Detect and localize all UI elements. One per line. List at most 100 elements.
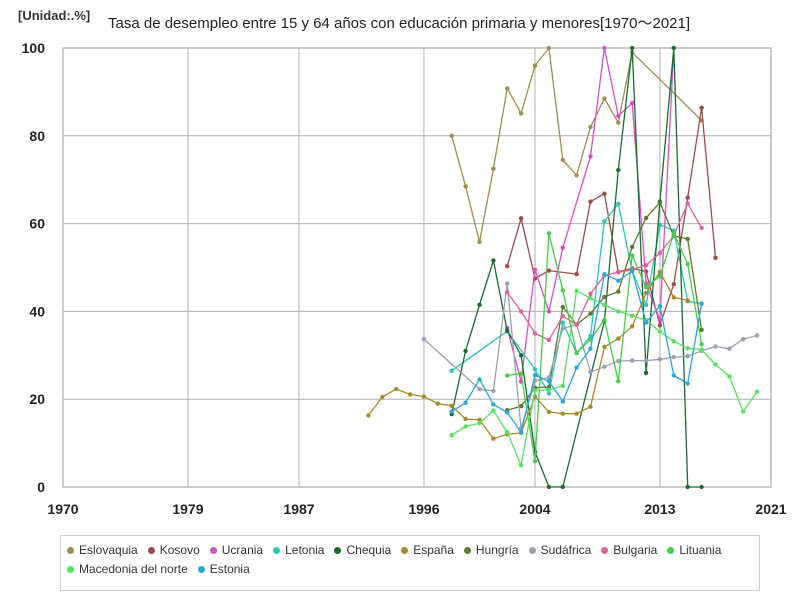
series-line (506, 107, 717, 327)
y-tick-label: 40 (29, 303, 45, 319)
data-point (491, 388, 496, 394)
data-point (616, 120, 621, 125)
data-point (491, 408, 496, 413)
data-point (643, 302, 649, 307)
data-point (421, 394, 427, 399)
data-point (602, 294, 607, 300)
legend-label: Ucrania (221, 543, 264, 557)
y-tick-label: 60 (29, 216, 45, 232)
x-tick-label: 1970 (47, 501, 78, 517)
legend-label: Eslovaquia (79, 543, 138, 557)
data-point (588, 311, 593, 316)
data-point (657, 303, 663, 309)
data-point (616, 201, 621, 206)
data-point (630, 244, 635, 250)
data-point (505, 373, 510, 378)
legend-item: Kosovo (147, 542, 200, 558)
data-point (546, 231, 552, 236)
data-point (657, 323, 663, 328)
data-point (518, 404, 524, 409)
data-point (657, 250, 663, 256)
legend-label: Lituania (679, 543, 722, 557)
x-tick-label: 2004 (519, 501, 550, 517)
data-point (616, 309, 621, 314)
legend-label: España (413, 543, 454, 557)
data-point (532, 331, 538, 336)
data-point (630, 45, 635, 51)
legend-label: Bulgaria (613, 543, 658, 557)
data-point (643, 358, 649, 363)
series-line (423, 283, 758, 430)
legend-label: Kosovo (159, 543, 200, 557)
data-point (421, 336, 427, 342)
data-point (463, 424, 468, 429)
data-point (518, 111, 524, 116)
data-point (671, 45, 676, 51)
legend-item: Bulgaria (601, 542, 657, 558)
legend-item: Macedonia del norte (67, 561, 188, 577)
data-point (491, 166, 496, 171)
data-point (643, 370, 649, 376)
legend-item: Letonia (273, 542, 324, 558)
legend-swatch (67, 565, 74, 573)
data-point (477, 386, 482, 392)
data-point (518, 371, 524, 376)
y-tick-label: 100 (22, 40, 46, 56)
data-point (560, 399, 565, 404)
data-point (546, 337, 552, 343)
data-point (727, 346, 732, 351)
data-point (727, 374, 732, 379)
data-point (602, 271, 607, 277)
data-point (546, 387, 552, 393)
data-point (366, 413, 371, 418)
data-point (754, 389, 760, 394)
data-point (449, 433, 454, 438)
data-point (491, 402, 496, 407)
data-point (518, 216, 524, 221)
chart-title: Tasa de desempleo entre 15 y 64 años con… (108, 15, 691, 32)
data-point (560, 411, 565, 416)
data-point (616, 113, 621, 119)
data-point (616, 379, 621, 384)
data-point (463, 184, 468, 189)
data-point (546, 484, 552, 490)
x-tick-label: 2013 (644, 501, 675, 517)
data-point (699, 301, 704, 307)
data-point (449, 368, 454, 373)
data-point (685, 346, 690, 351)
data-point (630, 100, 635, 106)
data-point (546, 384, 552, 390)
data-point (685, 236, 690, 242)
data-point (713, 362, 718, 367)
legend-item: Sudáfrica (528, 542, 591, 558)
data-point (657, 329, 663, 334)
data-point (616, 289, 621, 294)
data-point (518, 353, 524, 358)
data-point (435, 401, 440, 406)
legend-swatch (67, 546, 74, 554)
data-point (588, 296, 593, 301)
data-point (602, 317, 607, 322)
legend-label: Macedonia del norte (79, 562, 188, 576)
data-point (574, 271, 579, 277)
data-point (685, 381, 690, 386)
data-point (449, 403, 454, 408)
legend-item: Eslovaquia (67, 542, 138, 558)
legend-item: Ucrania (209, 542, 264, 558)
data-point (685, 261, 690, 267)
data-point (546, 409, 552, 415)
grid (62, 47, 772, 488)
data-point (505, 429, 510, 435)
data-point (657, 318, 663, 323)
data-point (630, 358, 635, 363)
data-point (560, 484, 565, 490)
data-point (699, 347, 704, 352)
data-point (574, 288, 579, 293)
legend-swatch (147, 546, 155, 554)
data-point (449, 133, 454, 138)
data-point (518, 309, 524, 314)
legend-item: Estonia (197, 561, 250, 577)
legend-item: Lituania (667, 542, 721, 558)
data-point (588, 124, 593, 130)
data-point (588, 154, 593, 159)
